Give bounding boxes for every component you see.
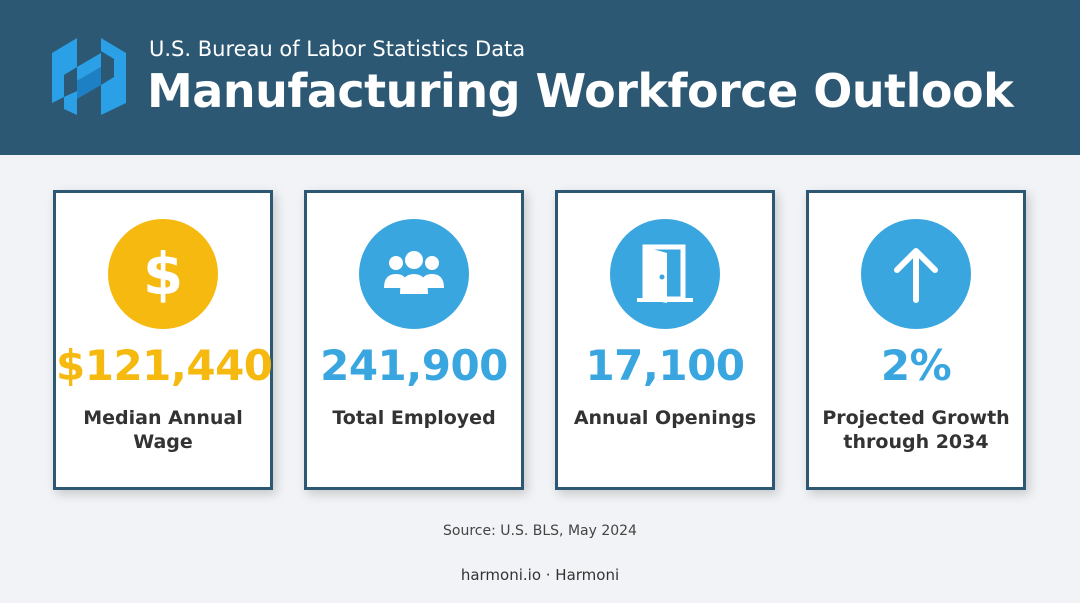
page-title: Manufacturing Workforce Outlook <box>147 64 1014 118</box>
open-door-icon <box>610 219 720 329</box>
stat-card-total-employed: 241,900 Total Employed <box>304 190 524 490</box>
stat-value: $121,440 <box>56 341 273 390</box>
header-banner: U.S. Bureau of Labor Statistics Data Man… <box>0 0 1080 155</box>
stat-value: 17,100 <box>585 341 745 390</box>
people-group-icon <box>359 219 469 329</box>
dollar-icon: $ <box>108 219 218 329</box>
stat-label: Annual Openings <box>573 407 757 429</box>
stat-label: Median Annual Wage <box>83 407 243 453</box>
stat-label: Total Employed <box>332 407 496 429</box>
source-note: Source: U.S. BLS, May 2024 <box>443 523 637 539</box>
stat-card-projected-growth: 2% Projected Growth through 2034 <box>806 190 1026 490</box>
svg-text:$: $ <box>143 240 183 308</box>
stat-label: Projected Growth through 2034 <box>822 407 1010 453</box>
page-subtitle: U.S. Bureau of Labor Statistics Data <box>149 37 526 61</box>
harmoni-logo-icon <box>52 38 126 115</box>
stat-card-annual-openings: 17,100 Annual Openings <box>555 190 775 490</box>
stat-value: 241,900 <box>320 341 508 390</box>
stat-value: 2% <box>880 341 952 390</box>
footer-credit: harmoni.io · Harmoni <box>460 566 620 584</box>
arrow-up-icon <box>861 219 971 329</box>
stat-card-median-wage: $ $121,440 Median Annual Wage <box>53 190 273 490</box>
